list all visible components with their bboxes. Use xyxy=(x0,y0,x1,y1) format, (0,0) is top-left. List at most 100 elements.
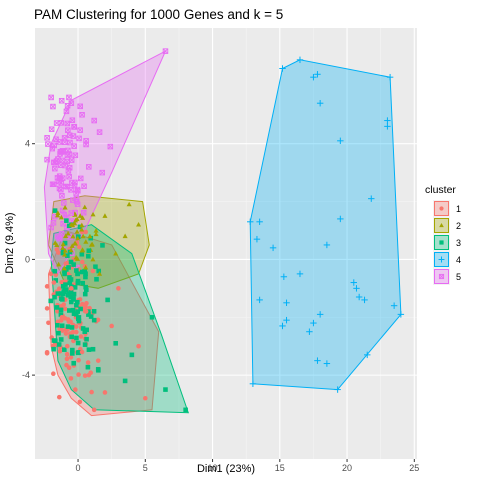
legend-label: 4 xyxy=(456,255,461,265)
point-cluster-1 xyxy=(44,350,50,356)
point-cluster-5 xyxy=(44,135,50,141)
point-cluster-3 xyxy=(80,326,86,331)
point-cluster-4 xyxy=(256,296,263,304)
legend-label: 1 xyxy=(456,204,461,214)
point-cluster-3 xyxy=(56,330,61,336)
x-tick-label: 5 xyxy=(143,463,148,473)
point-cluster-4 xyxy=(280,273,288,280)
point-cluster-2 xyxy=(80,233,86,239)
legend: cluster 1 2 3 4 5 xyxy=(425,184,461,285)
point-cluster-5 xyxy=(63,108,70,115)
point-cluster-4 xyxy=(386,73,394,81)
point-cluster-5 xyxy=(67,139,73,146)
point-cluster-3 xyxy=(53,278,58,283)
hull-cluster-4 xyxy=(249,59,402,391)
point-cluster-1 xyxy=(80,259,85,265)
point-cluster-5 xyxy=(59,157,66,164)
point-cluster-3 xyxy=(163,387,168,392)
point-cluster-5 xyxy=(75,188,81,194)
point-cluster-2 xyxy=(72,240,78,246)
point-cluster-2 xyxy=(77,213,83,218)
point-cluster-1 xyxy=(44,284,50,289)
y-tick-label: 4 xyxy=(25,139,30,149)
point-cluster-3 xyxy=(59,323,65,329)
point-cluster-3 xyxy=(66,265,71,270)
point-cluster-3 xyxy=(129,352,135,358)
point-cluster-3 xyxy=(65,253,70,258)
point-cluster-4 xyxy=(279,322,286,330)
point-cluster-2 xyxy=(126,201,132,207)
point-cluster-4 xyxy=(296,56,304,64)
point-cluster-3 xyxy=(91,317,97,323)
point-cluster-1 xyxy=(65,317,71,322)
point-cluster-3 xyxy=(65,324,71,329)
point-cluster-1 xyxy=(68,376,74,381)
point-cluster-5 xyxy=(72,179,78,186)
point-cluster-1 xyxy=(57,348,63,354)
point-cluster-4 xyxy=(368,195,375,202)
point-cluster-3 xyxy=(59,296,64,301)
point-cluster-4 xyxy=(353,285,360,292)
point-cluster-4 xyxy=(283,316,290,324)
point-cluster-5 xyxy=(58,97,65,104)
point-cluster-5 xyxy=(52,165,58,172)
point-cluster-5 xyxy=(67,132,73,139)
legend-key-marker xyxy=(439,206,444,211)
point-cluster-3 xyxy=(84,336,89,342)
point-cluster-5 xyxy=(49,145,55,152)
x-tick-label: 20 xyxy=(342,463,352,473)
legend-key-marker xyxy=(438,273,445,280)
chart-title: PAM Clustering for 1000 Genes and k = 5 xyxy=(34,7,283,22)
point-cluster-2 xyxy=(55,212,61,218)
point-cluster-3 xyxy=(83,284,88,290)
point-cluster-3 xyxy=(86,248,92,254)
point-cluster-2 xyxy=(60,241,66,247)
point-cluster-5 xyxy=(77,103,83,110)
point-cluster-1 xyxy=(61,302,67,307)
point-cluster-5 xyxy=(65,147,71,154)
point-cluster-3 xyxy=(52,208,58,213)
point-cluster-3 xyxy=(61,289,67,295)
legend-key-marker xyxy=(439,222,444,228)
point-cluster-3 xyxy=(79,269,85,275)
x-tick-label: 15 xyxy=(275,463,285,473)
point-cluster-5 xyxy=(72,152,79,159)
point-cluster-3 xyxy=(68,299,74,305)
point-cluster-3 xyxy=(93,264,98,270)
point-cluster-3 xyxy=(62,271,67,277)
point-cluster-1 xyxy=(89,389,94,395)
point-cluster-1 xyxy=(69,286,74,291)
point-cluster-4 xyxy=(364,351,371,359)
point-cluster-3 xyxy=(69,334,74,340)
point-cluster-2 xyxy=(82,204,88,210)
point-cluster-3 xyxy=(70,347,75,353)
point-cluster-3 xyxy=(54,305,60,310)
point-cluster-5 xyxy=(58,180,65,186)
point-cluster-4 xyxy=(350,279,358,286)
legend-label: 3 xyxy=(456,238,461,248)
point-cluster-1 xyxy=(136,343,141,349)
point-cluster-2 xyxy=(113,250,119,256)
point-cluster-2 xyxy=(63,233,69,239)
plot-panel xyxy=(35,28,417,459)
point-cluster-1 xyxy=(57,286,62,291)
point-cluster-3 xyxy=(88,314,94,319)
point-cluster-3 xyxy=(52,268,58,274)
point-cluster-5 xyxy=(66,94,72,101)
point-cluster-4 xyxy=(316,311,324,318)
point-cluster-3 xyxy=(82,291,88,297)
x-tick-label: 25 xyxy=(409,463,419,473)
point-cluster-4 xyxy=(316,99,324,107)
point-cluster-1 xyxy=(56,394,62,400)
point-cluster-5 xyxy=(86,164,92,170)
point-cluster-2 xyxy=(75,235,81,241)
point-cluster-3 xyxy=(51,346,56,352)
point-cluster-1 xyxy=(76,357,81,363)
point-cluster-3 xyxy=(70,351,75,356)
point-cluster-3 xyxy=(95,367,101,372)
point-cluster-3 xyxy=(90,346,96,352)
point-cluster-1 xyxy=(80,301,85,307)
point-cluster-3 xyxy=(58,307,64,313)
point-cluster-3 xyxy=(55,291,61,296)
point-cluster-5 xyxy=(68,187,74,193)
